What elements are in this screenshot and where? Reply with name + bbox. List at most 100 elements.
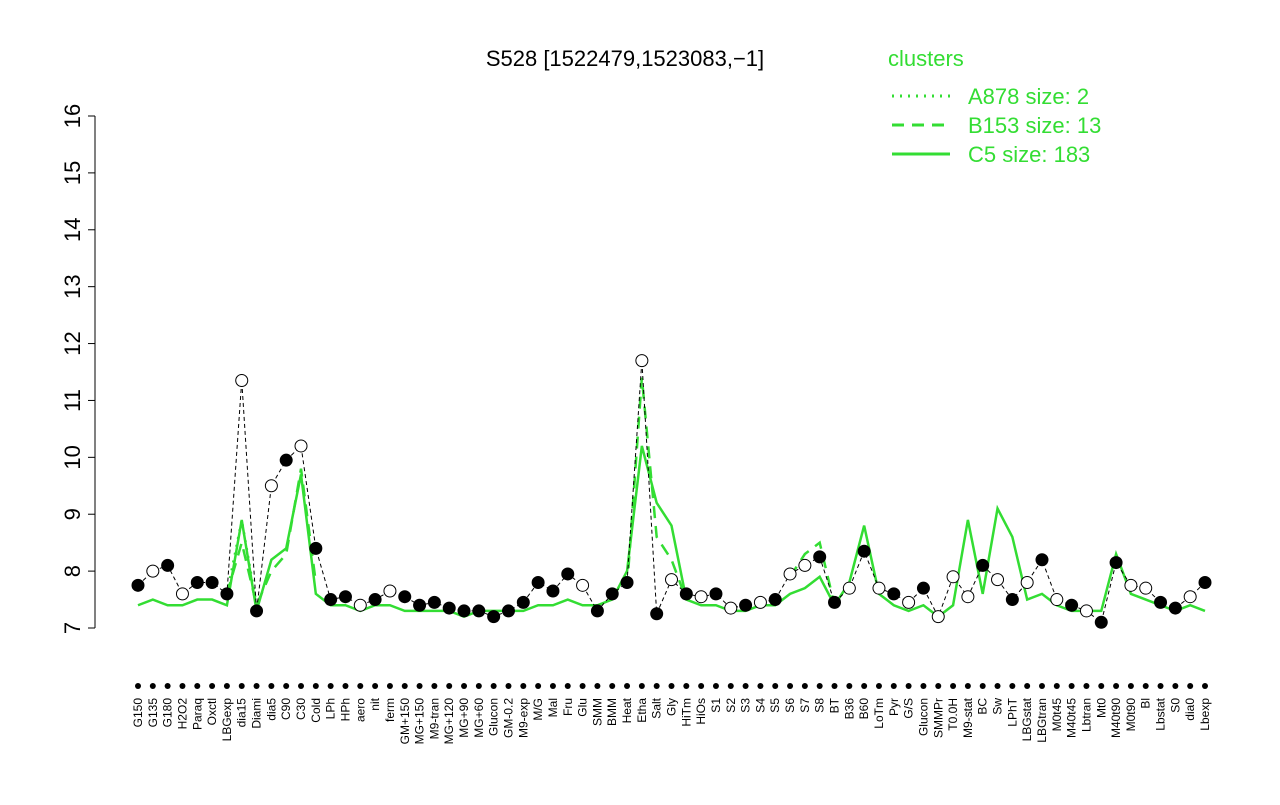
data-point — [828, 595, 842, 609]
x-tick-label: G/S — [902, 698, 916, 719]
data-point — [175, 587, 189, 601]
x-tick-label: B60 — [857, 698, 871, 720]
x-tick — [1053, 683, 1060, 689]
legend-label: B153 size: 13 — [968, 113, 1101, 138]
data-point — [264, 479, 278, 493]
data-point — [546, 584, 560, 598]
data-point — [620, 575, 634, 589]
y-tick-label: 16 — [60, 104, 85, 128]
data-point — [190, 575, 204, 589]
x-tick — [1172, 683, 1179, 689]
data-point — [679, 587, 693, 601]
x-tick — [994, 683, 1001, 689]
x-tick — [861, 683, 868, 689]
x-tick-label: S5 — [768, 698, 782, 713]
x-tick-label: B36 — [842, 698, 856, 720]
data-point — [487, 610, 501, 624]
x-tick — [950, 683, 957, 689]
x-tick — [135, 683, 141, 689]
data-point — [605, 587, 619, 601]
x-tick-label: Glu — [576, 698, 590, 717]
cluster-line — [225, 519, 258, 606]
data-point — [1050, 593, 1064, 607]
data-point — [338, 590, 352, 604]
x-tick — [609, 683, 616, 689]
x-tick — [194, 683, 201, 689]
x-tick — [1113, 683, 1120, 689]
data-point — [146, 564, 160, 578]
x-tick — [505, 683, 512, 689]
data-point — [368, 593, 382, 607]
data-point — [872, 581, 886, 595]
x-tick-label: dia5 — [264, 698, 278, 721]
x-tick — [327, 683, 334, 689]
data-point — [976, 558, 990, 572]
x-tick — [727, 683, 734, 689]
x-tick-label: ferm — [383, 698, 397, 722]
x-tick — [1187, 683, 1194, 689]
x-tick — [624, 683, 631, 689]
data-point — [650, 607, 664, 621]
x-tick-label: H2O2 — [175, 698, 189, 730]
x-tick — [698, 683, 705, 689]
x-tick — [312, 683, 319, 689]
x-tick-label: S6 — [783, 698, 797, 713]
x-tick-label: Glucon — [487, 698, 501, 736]
x-tick — [149, 683, 156, 689]
x-tick-label: LBGexp — [220, 698, 234, 742]
x-tick-label: Pyr — [887, 698, 901, 716]
data-point — [1124, 578, 1138, 592]
x-tick-label: MG+60 — [472, 698, 486, 738]
x-tick — [816, 683, 823, 689]
data-point — [561, 567, 575, 581]
data-point — [753, 595, 767, 609]
x-tick — [564, 683, 571, 689]
data-point — [916, 581, 930, 595]
chart-title: S528 [1522479,1523083,−1] — [486, 46, 764, 71]
data-point — [1020, 575, 1034, 589]
x-tick — [535, 683, 542, 689]
x-tick-label: Salt — [650, 697, 664, 718]
data-point — [590, 604, 604, 618]
data-point — [1005, 593, 1019, 607]
y-tick-label: 7 — [60, 622, 85, 634]
y-tick-label: 11 — [60, 389, 85, 412]
x-tick-label: Etha — [635, 698, 649, 723]
x-tick — [683, 683, 690, 689]
x-tick — [253, 683, 260, 689]
cluster-line — [137, 445, 1206, 619]
x-tick-label: HPh — [338, 698, 352, 721]
data-point — [220, 587, 234, 601]
x-tick — [357, 683, 364, 689]
data-point — [694, 590, 708, 604]
x-tick-label: M9-tran — [427, 698, 441, 739]
x-tick — [668, 683, 675, 689]
y-tick-label: 9 — [60, 508, 85, 520]
x-tick — [446, 683, 453, 689]
x-tick-label: S0 — [1168, 698, 1182, 713]
data-point — [946, 570, 960, 584]
x-tick-label: S8 — [813, 698, 827, 713]
x-tick-label: HiOs — [694, 698, 708, 725]
data-point — [1094, 615, 1108, 629]
data-point — [1183, 590, 1197, 604]
x-tick — [801, 683, 808, 689]
x-tick-label: LPhT — [1005, 697, 1019, 726]
data-point — [353, 598, 367, 612]
x-tick-label: MG+120 — [442, 698, 456, 745]
x-tick — [1157, 683, 1164, 689]
x-tick-label: dia0 — [1183, 698, 1197, 721]
x-tick — [935, 683, 942, 689]
x-tick-label: BT — [828, 697, 842, 713]
x-tick — [594, 683, 601, 689]
x-tick — [520, 683, 527, 689]
x-tick-label: Lbstat — [1154, 697, 1168, 730]
x-tick-label: M9-exp — [516, 698, 530, 738]
x-tick-label: G180 — [161, 698, 175, 728]
y-tick-label: 15 — [60, 161, 85, 185]
x-tick-label: SMMPr — [931, 698, 945, 738]
data-point — [1139, 581, 1153, 595]
data-point — [131, 578, 145, 592]
x-tick-label: S4 — [753, 698, 767, 713]
